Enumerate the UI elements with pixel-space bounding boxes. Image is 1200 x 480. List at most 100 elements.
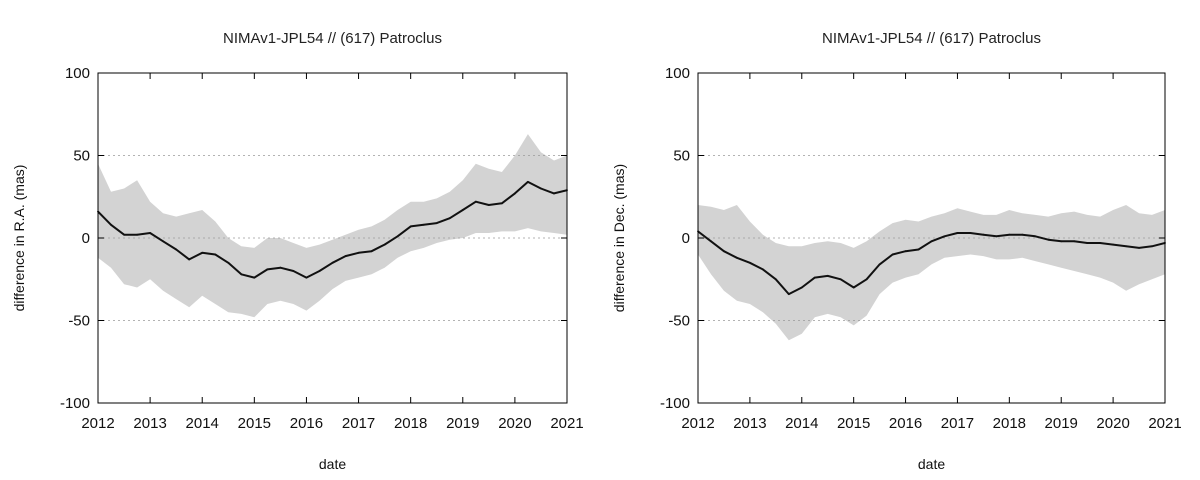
data-point	[1060, 240, 1063, 243]
data-point	[878, 263, 881, 266]
uncertainty-band	[98, 134, 567, 318]
data-point	[1034, 235, 1037, 238]
x-tick-label: 2015	[837, 415, 870, 432]
data-point	[461, 209, 464, 211]
x-tick-label: 2016	[889, 415, 922, 432]
data-point	[956, 232, 959, 234]
data-point	[227, 261, 230, 264]
data-point	[553, 192, 555, 195]
data-point	[253, 276, 256, 279]
data-point	[1125, 245, 1127, 248]
x-axis-label: date	[918, 456, 945, 472]
data-point	[1086, 242, 1089, 244]
y-axis-label: difference in R.A. (mas)	[11, 165, 27, 312]
y-tick-label: 0	[682, 230, 690, 247]
y-tick-label: 100	[65, 65, 90, 82]
data-point	[149, 232, 152, 234]
data-point	[930, 240, 933, 243]
chart-panel-1: 100 50 0 -50 -100 2012 2013 2014 2015 2016 2017 201…	[11, 30, 584, 472]
data-point	[527, 181, 529, 183]
data-point	[201, 251, 204, 254]
data-point	[214, 253, 217, 256]
x-tick-label: 2013	[133, 415, 166, 432]
data-point	[748, 261, 751, 264]
x-tick-label: 2021	[1148, 415, 1181, 432]
y-axis-label: difference in Dec. (mas)	[611, 164, 627, 312]
data-point	[409, 225, 412, 228]
x-tick-label: 2019	[1045, 415, 1078, 432]
y-tick-label: 0	[82, 230, 90, 247]
data-point	[839, 278, 842, 281]
data-point	[266, 268, 269, 271]
data-point	[865, 278, 868, 281]
data-point	[344, 255, 347, 258]
data-point	[1138, 247, 1140, 249]
x-axis-label: date	[319, 456, 346, 472]
y-tick-label: -100	[60, 395, 90, 412]
x-tick-label: 2012	[681, 415, 714, 432]
data-point	[1008, 233, 1011, 236]
data-point	[448, 217, 451, 220]
data-point	[136, 233, 138, 236]
chart-title: NIMAv1-JPL54 // (617) Patroclus	[223, 30, 442, 47]
data-point	[1073, 240, 1076, 243]
data-point	[318, 270, 321, 272]
x-tick-label: 2014	[785, 415, 818, 432]
data-point	[917, 248, 920, 251]
data-point	[370, 250, 373, 253]
data-point	[1151, 245, 1153, 248]
chart-panel-2: 100 50 0 -50 -100 2012 2013 2014 2015 2016 2017 201…	[611, 30, 1182, 472]
data-point	[995, 235, 998, 238]
data-point	[982, 233, 985, 236]
data-point	[736, 256, 738, 259]
data-point	[540, 187, 542, 190]
data-point	[852, 286, 855, 289]
x-tick-label: 2016	[290, 415, 323, 432]
data-point	[162, 240, 165, 243]
data-point	[513, 192, 516, 195]
data-point	[188, 258, 191, 261]
data-point	[904, 250, 907, 253]
y-tick-label: 50	[73, 148, 90, 165]
data-point	[1021, 233, 1024, 236]
y-tick-label: -50	[668, 313, 690, 330]
x-tick-label: 2012	[81, 415, 114, 432]
data-point	[761, 268, 764, 271]
data-point	[891, 253, 894, 256]
data-point	[826, 275, 829, 277]
data-point	[813, 276, 816, 279]
data-point	[500, 202, 503, 205]
x-tick-label: 2019	[446, 415, 479, 432]
data-point	[787, 293, 790, 295]
data-point	[175, 248, 178, 251]
x-tick-label: 2018	[993, 415, 1026, 432]
data-point	[292, 270, 295, 272]
x-tick-label: 2014	[186, 415, 219, 432]
x-tick-label: 2020	[1096, 415, 1129, 432]
data-point	[435, 222, 438, 225]
data-point	[474, 200, 477, 203]
data-point	[396, 235, 399, 238]
data-point	[969, 232, 972, 234]
x-tick-label: 2013	[733, 415, 766, 432]
x-tick-label: 2015	[238, 415, 271, 432]
data-point	[1047, 238, 1050, 241]
x-tick-label: 2021	[550, 415, 583, 432]
y-tick-label: 100	[665, 65, 690, 82]
data-point	[1112, 243, 1115, 246]
chart-title: NIMAv1-JPL54 // (617) Patroclus	[822, 30, 1041, 47]
data-point	[943, 235, 946, 238]
x-tick-label: 2018	[394, 415, 427, 432]
data-point	[723, 250, 725, 253]
data-point	[774, 278, 777, 281]
data-point	[1099, 242, 1102, 244]
data-point	[240, 273, 243, 276]
y-tick-label: -50	[68, 313, 90, 330]
data-point	[305, 276, 308, 279]
x-tick-label: 2020	[498, 415, 531, 432]
data-point	[279, 266, 282, 269]
y-tick-label: 50	[673, 148, 690, 165]
data-point	[331, 261, 334, 264]
